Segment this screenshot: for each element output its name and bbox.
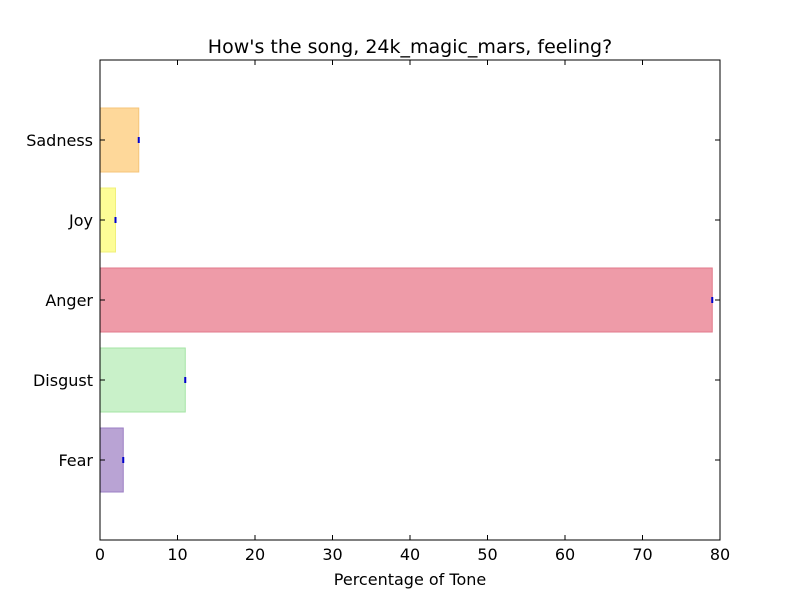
y-tick-label-sadness: Sadness: [26, 131, 93, 150]
y-tick-label-anger: Anger: [45, 291, 93, 310]
x-tick-label-40: 40: [400, 545, 420, 564]
bar-sadness: [99, 107, 140, 173]
y-tick-label-disgust: Disgust: [33, 371, 93, 390]
x-tick-label-10: 10: [167, 545, 187, 564]
y-tick-label-fear: Fear: [58, 451, 93, 470]
x-axis-label: Percentage of Tone: [334, 570, 486, 589]
bars-layer: [99, 107, 714, 493]
y-tick-label-joy: Joy: [68, 211, 93, 230]
x-tick-label-80: 80: [710, 545, 730, 564]
chart-title: How's the song, 24k_magic_mars, feeling?: [208, 36, 612, 58]
bar-anger: [99, 267, 713, 333]
x-tick-label-60: 60: [555, 545, 575, 564]
x-tick-label-20: 20: [245, 545, 265, 564]
x-tick-label-70: 70: [632, 545, 652, 564]
x-tick-label-50: 50: [477, 545, 497, 564]
bar-disgust: [99, 347, 186, 413]
ticks-layer: Fear Disgust Anger Joy Sadness 0 10 20 30 40 50 60 7…: [26, 60, 730, 564]
x-tick-label-0: 0: [95, 545, 105, 564]
x-tick-label-30: 30: [322, 545, 342, 564]
